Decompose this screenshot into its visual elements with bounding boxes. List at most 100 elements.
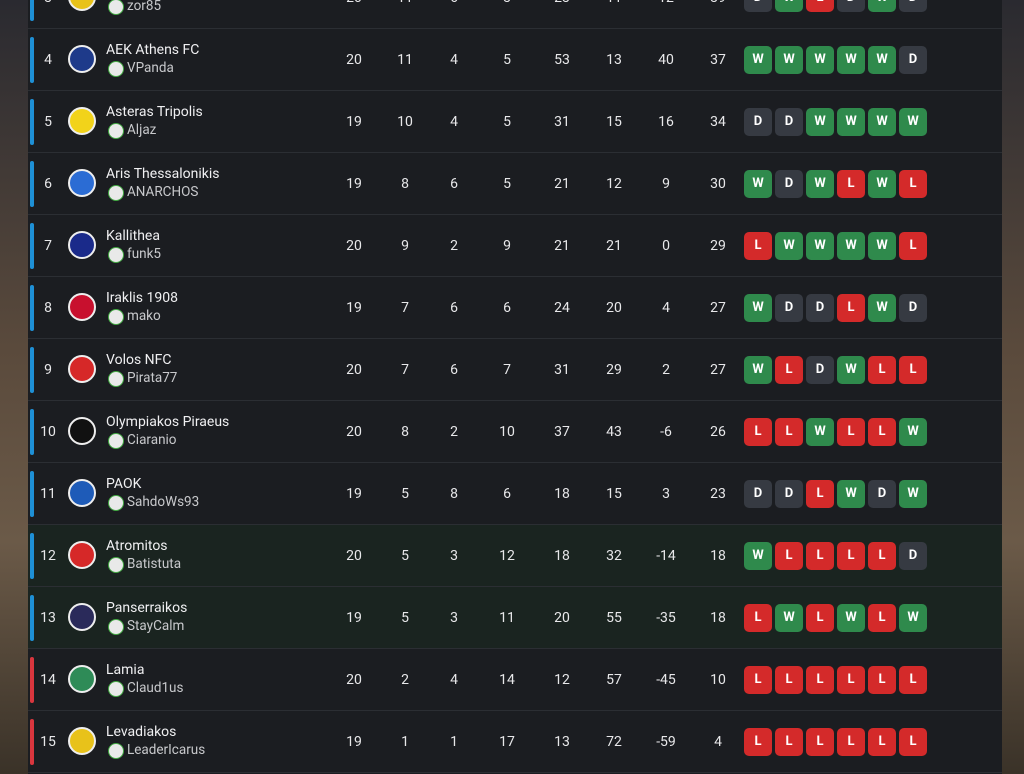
- form-result: L: [744, 232, 772, 260]
- form-result: W: [806, 46, 834, 74]
- form-result: W: [775, 0, 803, 12]
- form-result: W: [868, 0, 896, 12]
- stat-pts: 30: [710, 176, 726, 192]
- form-result: L: [775, 728, 803, 756]
- form-result: W: [775, 46, 803, 74]
- form-result: D: [899, 0, 927, 12]
- table-row: 13 Panserraikos StayCalm 19 5 3 11 20 55 -35 18 L W L…: [28, 587, 1002, 649]
- stat-p: 19: [346, 114, 362, 130]
- stat-d: 4: [450, 672, 458, 688]
- stat-gf: 20: [554, 610, 570, 626]
- form-result: L: [837, 666, 865, 694]
- stat-pts: 26: [710, 424, 726, 440]
- stat-gf: 13: [554, 734, 570, 750]
- stat-d: 3: [450, 548, 458, 564]
- zone-indicator: [30, 37, 34, 83]
- form-result: L: [744, 666, 772, 694]
- table-row: 4 AEK Athens FC VPanda 20 11 4 5 53 13 40 37 W W W W W D: [28, 29, 1002, 91]
- team-name: Levadiakos: [106, 724, 177, 740]
- team-name: Iraklis 1908: [106, 290, 178, 306]
- username: SahdoWs93: [127, 494, 200, 510]
- stat-l: 5: [503, 52, 511, 68]
- form-result: W: [744, 46, 772, 74]
- stat-pts: 27: [710, 362, 726, 378]
- form-result: D: [806, 356, 834, 384]
- stat-w: 11: [385, 0, 425, 29]
- stat-gf: 31: [554, 362, 570, 378]
- stat-gf: 37: [554, 424, 570, 440]
- user-icon: [108, 185, 124, 201]
- user-icon: [108, 743, 124, 759]
- form-result: W: [837, 232, 865, 260]
- stat-gd: 16: [658, 114, 674, 130]
- table-row: 6 Aris Thessalonikis ANARCHOS 19 8 6 5 21 12 9 30 W…: [28, 153, 1002, 215]
- form-result: L: [775, 666, 803, 694]
- user-icon: [108, 371, 124, 387]
- stat-l: 10: [499, 424, 515, 440]
- stat-w: 11: [397, 52, 413, 68]
- position: 6: [44, 176, 52, 192]
- username: funk5: [127, 246, 162, 262]
- stat-gd: 4: [662, 300, 670, 316]
- stat-p: 19: [346, 176, 362, 192]
- team-badge: [68, 355, 96, 383]
- stat-ga: 13: [606, 52, 622, 68]
- form-result: W: [806, 418, 834, 446]
- stat-pts: 37: [710, 52, 726, 68]
- form-result: W: [775, 232, 803, 260]
- team-badge: [68, 293, 96, 321]
- stat-w: 5: [401, 548, 409, 564]
- stat-ga: 57: [606, 672, 622, 688]
- stat-p: 20: [346, 362, 362, 378]
- username: Claud1us: [127, 680, 184, 696]
- form-result: L: [744, 728, 772, 756]
- team-badge: [68, 169, 96, 197]
- form-result: W: [899, 418, 927, 446]
- form-result: L: [868, 604, 896, 632]
- team-badge: [68, 541, 96, 569]
- stat-w: 8: [401, 424, 409, 440]
- table-row: 7 Kallithea funk5 20 9 2 9 21 21 0 29 L W W W W L: [28, 215, 1002, 277]
- zone-indicator: [30, 161, 34, 207]
- form-result: W: [837, 480, 865, 508]
- stat-ga: 29: [606, 362, 622, 378]
- stat-ga: 12: [606, 176, 622, 192]
- form-result: W: [744, 294, 772, 322]
- form-result: D: [775, 480, 803, 508]
- stat-p: 20: [346, 672, 362, 688]
- form-result: L: [806, 542, 834, 570]
- form-result: W: [899, 108, 927, 136]
- league-table: 3zor8520116323111239DWLDWD4AEK Athens FC…: [28, 0, 1002, 774]
- username: VPanda: [127, 60, 174, 76]
- zone-indicator: [30, 0, 34, 21]
- team-badge: [68, 603, 96, 631]
- stat-ga: 15: [606, 486, 622, 502]
- user-icon: [108, 309, 124, 325]
- stat-w: 9: [401, 238, 409, 254]
- stat-gd: 12: [646, 0, 686, 29]
- form-result: W: [868, 232, 896, 260]
- table-row: 10 Olympiakos Piraeus Ciaranio 20 8 2 10 37 43 -6…: [28, 401, 1002, 463]
- form-result: W: [837, 356, 865, 384]
- form-result: D: [744, 0, 772, 12]
- team-name: PAOK: [106, 476, 142, 492]
- form-result: D: [775, 170, 803, 198]
- stat-gd: -45: [656, 672, 676, 688]
- stat-gf: 12: [554, 672, 570, 688]
- stat-ga: 72: [606, 734, 622, 750]
- user-icon: [108, 495, 124, 511]
- form-result: L: [775, 542, 803, 570]
- position: 12: [40, 548, 56, 564]
- team-badge: [68, 107, 96, 135]
- form-result: L: [837, 418, 865, 446]
- zone-indicator: [30, 657, 34, 703]
- user-icon: [108, 247, 124, 263]
- form-result: W: [899, 604, 927, 632]
- team-badge: [68, 231, 96, 259]
- username: Batistuta: [127, 556, 182, 572]
- form-result: D: [899, 542, 927, 570]
- stat-p: 20: [346, 548, 362, 564]
- team-name: Olympiakos Piraeus: [106, 414, 230, 430]
- form-result: W: [806, 108, 834, 136]
- stat-gd: 9: [662, 176, 670, 192]
